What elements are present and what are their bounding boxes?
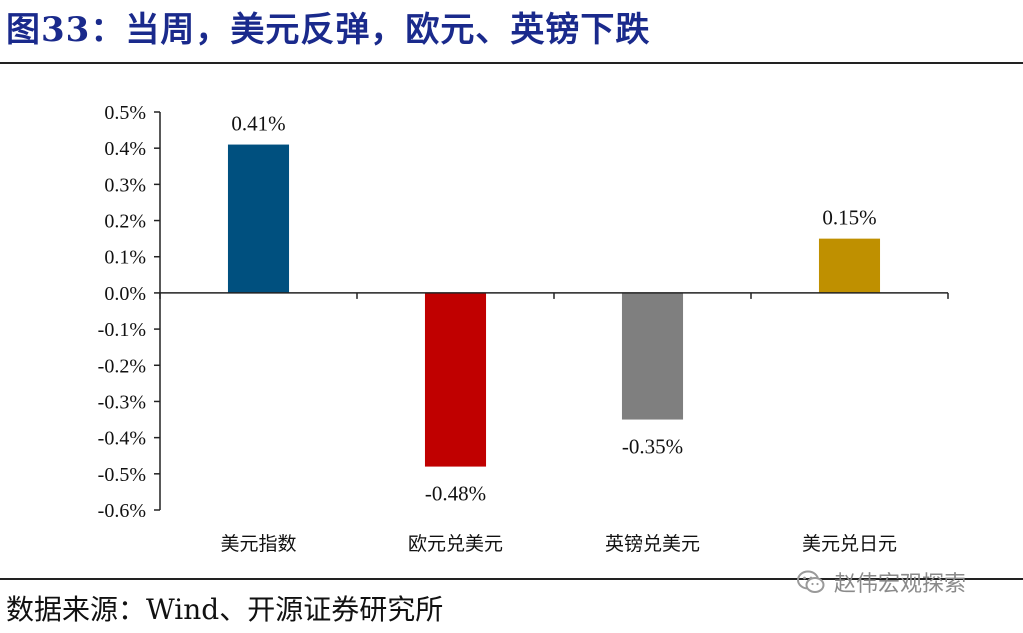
bars [227, 144, 881, 467]
x-tick-label: 英镑兑美元 [605, 533, 700, 555]
y-tick-label: -0.3% [98, 391, 146, 413]
y-tick-label: -0.6% [98, 500, 146, 522]
bar-chart: 0.5% 0.4% 0.3% 0.2% 0.1% 0.0% -0.1% -0.2% -0.3% -… [98, 102, 949, 555]
y-tick-label: -0.4% [98, 428, 146, 450]
data-label: 0.15% [822, 206, 876, 230]
y-tick-label: 0.4% [104, 138, 146, 160]
y-tick-label: -0.2% [98, 355, 146, 377]
data-label: 0.41% [231, 112, 285, 136]
watermark: 赵伟宏观探索 [796, 566, 966, 598]
y-tick-label: -0.1% [98, 319, 146, 341]
wechat-icon [797, 570, 825, 593]
y-tick-label: 0.2% [104, 211, 146, 233]
data-label: -0.35% [622, 435, 683, 459]
source-note: 数据来源：Wind、开源证券研究所 [6, 593, 444, 626]
x-tick-label: 欧元兑美元 [408, 533, 503, 555]
bar [818, 238, 881, 293]
chart-title: 图33：当周，美元反弹，欧元、英镑下跌 [6, 10, 651, 50]
y-tick-label: -0.5% [98, 464, 146, 486]
bar [621, 292, 684, 420]
watermark-text: 赵伟宏观探索 [834, 572, 967, 597]
y-tick-label: 0.5% [104, 102, 146, 124]
y-tick-label: 0.1% [104, 247, 146, 269]
x-tick-label: 美元兑日元 [802, 533, 897, 555]
bar [227, 144, 290, 293]
y-tick-label: 0.0% [104, 283, 146, 305]
title-divider [0, 62, 1023, 64]
y-axis: 0.5% 0.4% 0.3% 0.2% 0.1% 0.0% -0.1% -0.2% -0.3% -… [98, 102, 161, 522]
footer-divider [0, 578, 1023, 580]
y-tick-label: 0.3% [104, 174, 146, 196]
x-axis: 美元指数 欧元兑美元 英镑兑美元 美元兑日元 [159, 292, 949, 555]
data-labels: 0.41% -0.48% -0.35% 0.15% [231, 112, 876, 506]
x-tick-label: 美元指数 [220, 533, 296, 555]
bar [424, 292, 487, 467]
data-label: -0.48% [425, 482, 486, 506]
